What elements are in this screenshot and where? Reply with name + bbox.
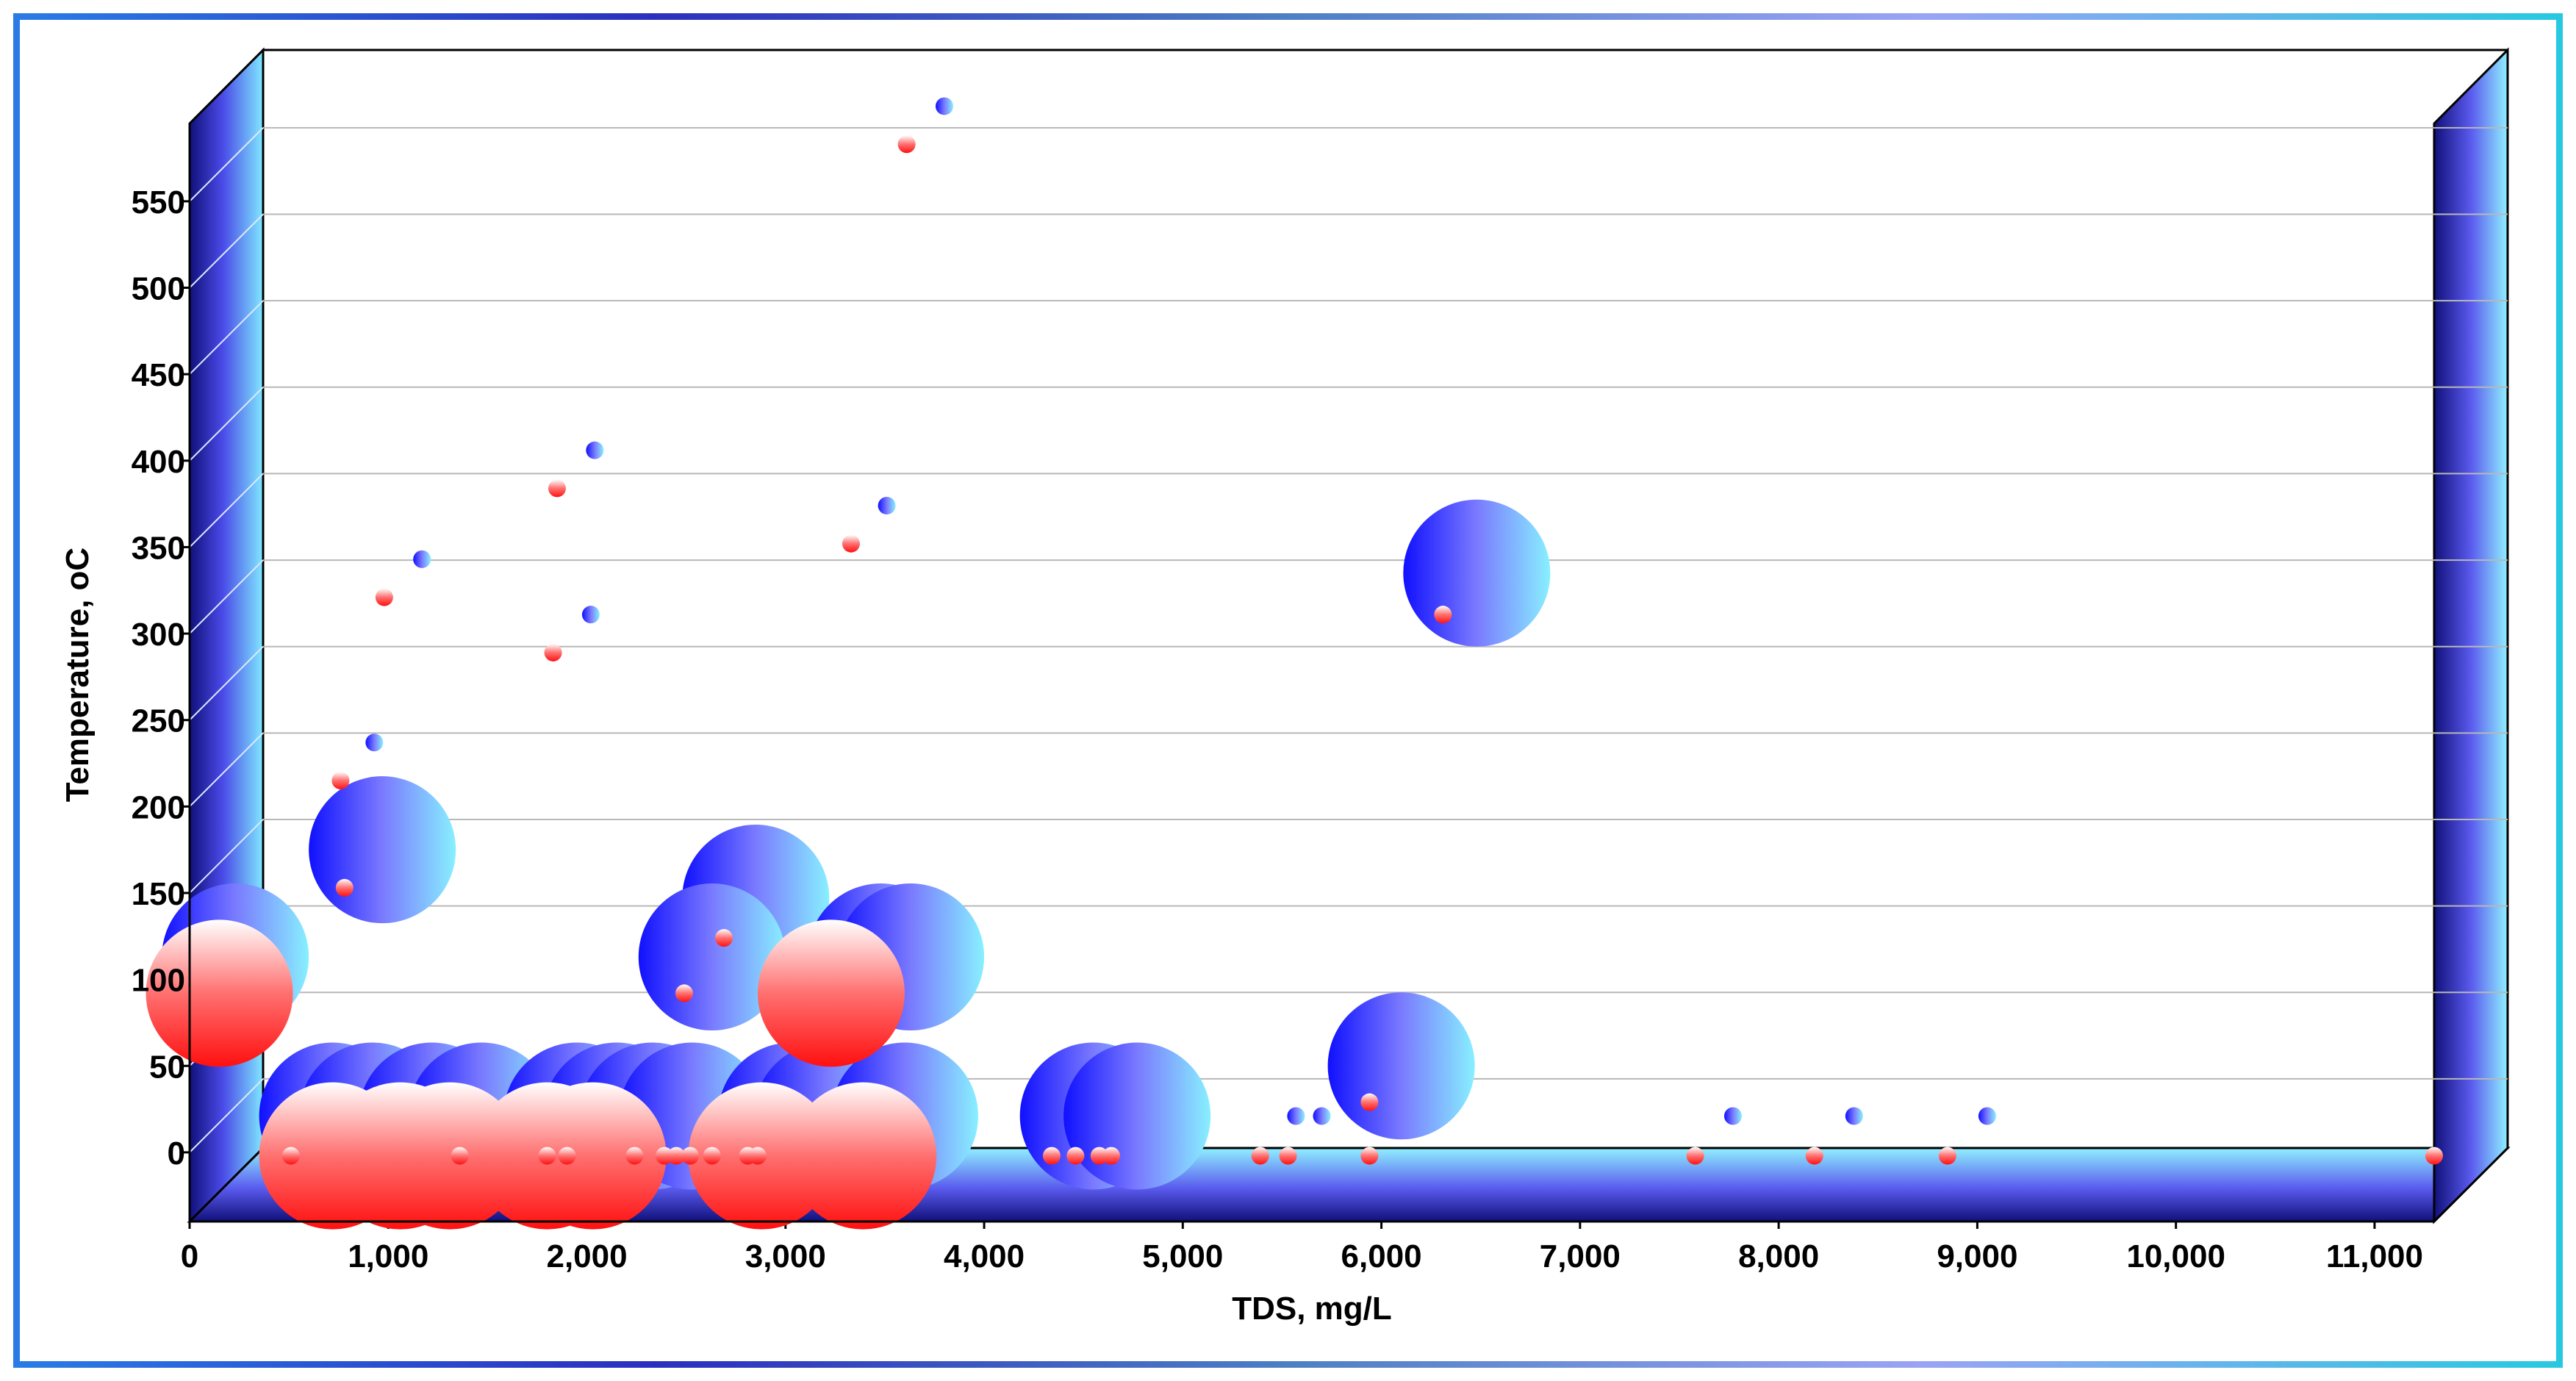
wall-gridline-y-11 bbox=[189, 127, 264, 202]
x-tick-label-9: 9,000 bbox=[1937, 1238, 2017, 1274]
y-tick-label-6: 300 bbox=[132, 617, 185, 653]
blue-bubble-27 bbox=[1287, 1107, 1305, 1125]
red-bubble-34 bbox=[1102, 1147, 1121, 1165]
red-bubble-5 bbox=[331, 772, 350, 790]
red-bubble-27 bbox=[681, 1147, 700, 1165]
red-bubble-31 bbox=[1042, 1147, 1061, 1165]
red-bubble-12 bbox=[757, 919, 905, 1067]
y-tick-label-11: 550 bbox=[132, 184, 185, 220]
blue-bubble-30 bbox=[1845, 1107, 1863, 1125]
wall-gridline-y-7 bbox=[189, 473, 264, 548]
y-tick-label-7: 350 bbox=[132, 530, 185, 566]
blue-bubble-6 bbox=[1403, 499, 1551, 647]
y-tick-label-3: 150 bbox=[132, 876, 185, 912]
y-tick-labels: 0 50 100 150 200 250 300 350 400 450 500 550 bbox=[132, 184, 185, 1172]
blue-bubble-13 bbox=[1327, 992, 1475, 1140]
blue-bubble-5 bbox=[365, 733, 384, 752]
blue-bubble-29 bbox=[1723, 1107, 1742, 1125]
wall-gridline-y-0 bbox=[189, 1078, 264, 1153]
red-bubble-6 bbox=[335, 878, 354, 897]
y-tick-label-10: 500 bbox=[132, 271, 185, 307]
red-bubble-35 bbox=[1251, 1147, 1269, 1165]
red-bubble-26 bbox=[667, 1147, 686, 1165]
red-bubble-24 bbox=[625, 1147, 644, 1165]
red-bubble-11 bbox=[146, 919, 293, 1067]
blue-bubble-0 bbox=[936, 97, 954, 115]
red-bubble-0 bbox=[897, 135, 916, 154]
x-tick-label-5: 5,000 bbox=[1142, 1238, 1223, 1274]
y-axis-title: Temperature, oC bbox=[60, 548, 96, 802]
x-tick-label-3: 3,000 bbox=[745, 1238, 826, 1274]
blue-bubble-4 bbox=[581, 606, 600, 624]
red-bubble-39 bbox=[1805, 1147, 1823, 1165]
y-tick-label-0: 0 bbox=[168, 1136, 185, 1172]
wall-gridline-y-4 bbox=[189, 732, 264, 808]
red-bubble-22 bbox=[538, 1147, 556, 1165]
x-tick-labels: 0 1,000 2,000 3,000 4,000 5,000 6,000 7,000 8,00… bbox=[181, 1238, 2423, 1274]
red-bubble-20 bbox=[281, 1147, 300, 1165]
y-tick-label-9: 450 bbox=[132, 357, 185, 393]
red-bubble-9 bbox=[675, 984, 693, 1002]
x-tick-label-7: 7,000 bbox=[1540, 1238, 1621, 1274]
red-bubble-37 bbox=[1360, 1147, 1379, 1165]
x-tick-label-8: 8,000 bbox=[1738, 1238, 1819, 1274]
red-bubble-8 bbox=[715, 929, 733, 947]
x-tick-label-4: 4,000 bbox=[944, 1238, 1025, 1274]
blue-bubble-28 bbox=[1313, 1107, 1331, 1125]
wall-gridline-y-3 bbox=[189, 819, 264, 894]
blue-bubble-1 bbox=[586, 441, 604, 459]
red-bubble-38 bbox=[1686, 1147, 1704, 1165]
wall-gridline-y-5 bbox=[189, 645, 264, 721]
red-bubble-19 bbox=[789, 1082, 937, 1230]
x-tick-label-1: 1,000 bbox=[348, 1238, 428, 1274]
wall-gridline-y-6 bbox=[189, 559, 264, 634]
x-axis-title: TDS, mg/L bbox=[1232, 1291, 1392, 1327]
y-tick-label-5: 250 bbox=[132, 703, 185, 739]
blue-bubble-7 bbox=[309, 776, 456, 924]
x-tick-label-6: 6,000 bbox=[1341, 1238, 1422, 1274]
blue-bubble-31 bbox=[1978, 1107, 1996, 1125]
red-bubble-30 bbox=[748, 1147, 767, 1165]
y-tick-label-8: 400 bbox=[132, 444, 185, 480]
red-bubble-21 bbox=[451, 1147, 469, 1165]
red-bubble-23 bbox=[558, 1147, 576, 1165]
blue-bubble-10 bbox=[638, 883, 786, 1031]
x-tick-label-10: 10,000 bbox=[2126, 1238, 2225, 1274]
wall-gridline-y-9 bbox=[189, 300, 264, 375]
y-tick-label-2: 100 bbox=[132, 963, 185, 999]
right-wall bbox=[2433, 47, 2509, 1224]
blue-bubble-26 bbox=[1063, 1042, 1211, 1190]
wall-gridline-y-8 bbox=[189, 387, 264, 462]
red-bubble-2 bbox=[842, 534, 860, 553]
y-tick-label-4: 200 bbox=[132, 789, 185, 825]
red-bubble-1 bbox=[548, 479, 566, 498]
red-bubble-7 bbox=[1434, 606, 1452, 624]
x-tick-label-11: 11,000 bbox=[2326, 1238, 2423, 1274]
red-bubble-32 bbox=[1066, 1147, 1085, 1165]
y-tick-label-1: 50 bbox=[149, 1049, 185, 1085]
red-bubble-36 bbox=[1279, 1147, 1297, 1165]
red-bubble-41 bbox=[2425, 1147, 2443, 1165]
red-bubble-28 bbox=[703, 1147, 721, 1165]
bubble-layer bbox=[146, 97, 2443, 1230]
x-tick-label-0: 0 bbox=[181, 1238, 198, 1274]
red-bubble-10 bbox=[1360, 1093, 1379, 1111]
red-bubble-17 bbox=[519, 1082, 667, 1230]
wall-gridline-y-10 bbox=[189, 213, 264, 289]
red-bubble-4 bbox=[544, 643, 562, 661]
red-bubble-3 bbox=[375, 588, 393, 606]
blue-bubble-2 bbox=[878, 496, 896, 514]
x-tick-label-2: 2,000 bbox=[546, 1238, 627, 1274]
blue-bubble-3 bbox=[413, 550, 431, 568]
red-bubble-40 bbox=[1938, 1147, 1956, 1165]
